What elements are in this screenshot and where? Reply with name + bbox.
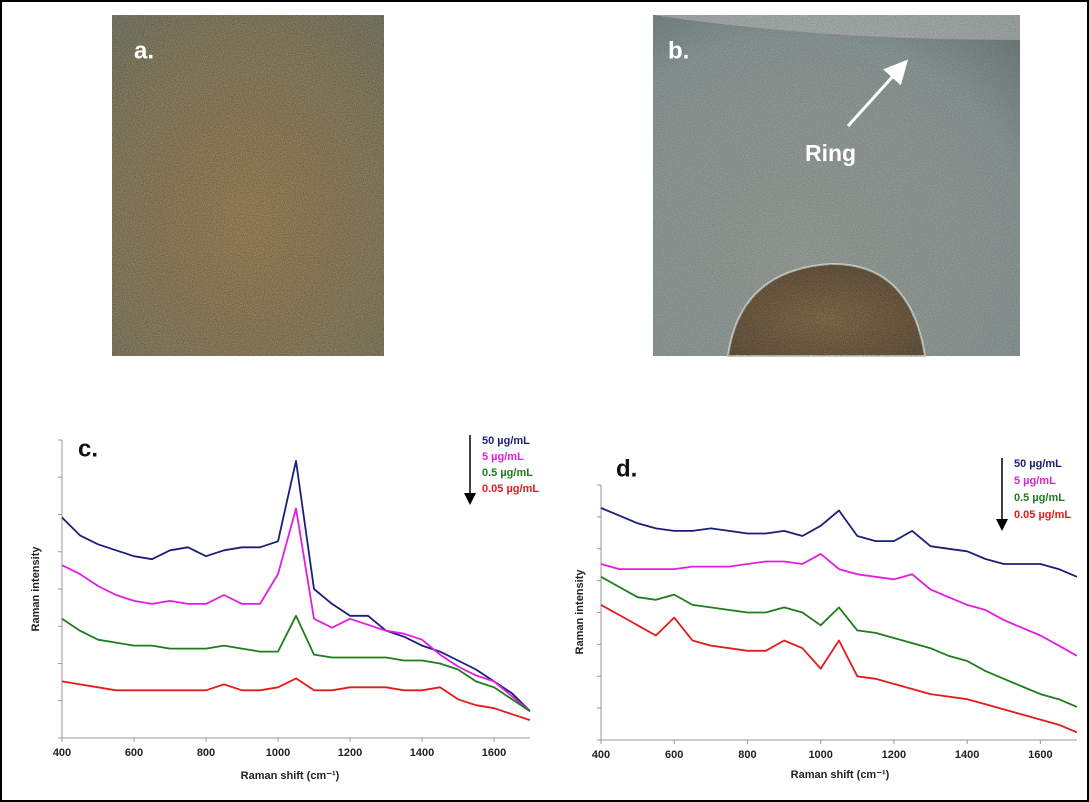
x-tick-label: 1200 (338, 747, 362, 759)
x-tick-label: 800 (738, 749, 756, 761)
x-tick-label: 1400 (955, 749, 979, 761)
chart: 400 600 800 1000 1200 1400 1600 50 µg/mL 5 µg/mL… (30, 435, 539, 782)
x-tick-label: 600 (125, 747, 143, 759)
spectrum-line (61, 614, 531, 712)
panel-label: b. (668, 37, 689, 64)
spectrum-line (600, 507, 1078, 578)
panel-label: d. (616, 455, 637, 482)
legend-entry: 0.5 µg/mL (1014, 492, 1065, 504)
legend-entry: 50 µg/mL (1014, 458, 1062, 470)
legend-entry: 50 µg/mL (482, 435, 530, 447)
legend-entry: 0.05 µg/mL (1014, 509, 1071, 521)
legend-entry: 5 µg/mL (1014, 475, 1056, 487)
legend-entry: 5 µg/mL (482, 451, 524, 463)
x-tick-label: 1600 (1028, 749, 1052, 761)
x-tick-label: 400 (53, 747, 71, 759)
spectrum-line (600, 604, 1078, 734)
x-tick-label: 1000 (808, 749, 832, 761)
spectrum-line (61, 677, 531, 721)
spectrum-line (61, 507, 531, 712)
photo-b: b. Ring (653, 15, 1020, 357)
y-axis-title: Raman intensity (574, 569, 586, 655)
x-tick-label: 1000 (266, 747, 290, 759)
panel-label: c. (78, 435, 98, 462)
x-tick-label: 400 (592, 749, 610, 761)
x-tick-label: 1200 (882, 749, 906, 761)
spectrum-line (61, 460, 531, 712)
spectrum-line (600, 576, 1078, 708)
x-tick-label: 1400 (410, 747, 434, 759)
x-tick-label: 600 (665, 749, 683, 761)
x-tick-label: 1600 (482, 747, 506, 759)
x-axis-title: Raman shift (cm⁻¹) (791, 769, 890, 781)
photo-a: a. (112, 15, 384, 356)
y-axis-title: Raman intensity (30, 546, 42, 632)
x-tick-label: 800 (197, 747, 215, 759)
legend-entry: 0.5 µg/mL (482, 467, 533, 479)
x-axis-title: Raman shift (cm⁻¹) (241, 770, 340, 782)
annotation: Ring (805, 140, 856, 166)
spectrum-line (600, 553, 1078, 657)
legend-entry: 0.05 µg/mL (482, 483, 539, 495)
panel-label: a. (134, 37, 154, 64)
chart: 400 600 800 1000 1200 1400 1600 50 µg/mL 5 µg/mL… (574, 455, 1078, 781)
